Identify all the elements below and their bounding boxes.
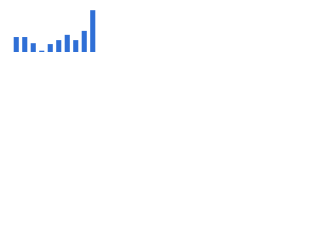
bar bbox=[47, 44, 53, 52]
bar bbox=[81, 30, 87, 52]
bar bbox=[56, 40, 62, 52]
bar bbox=[73, 40, 79, 52]
bar bbox=[30, 43, 36, 52]
bar bbox=[13, 37, 19, 52]
bar bbox=[22, 37, 28, 52]
bar bbox=[39, 50, 45, 52]
chart bbox=[0, 0, 100, 71]
bar bbox=[90, 10, 96, 52]
bar bbox=[64, 34, 70, 52]
